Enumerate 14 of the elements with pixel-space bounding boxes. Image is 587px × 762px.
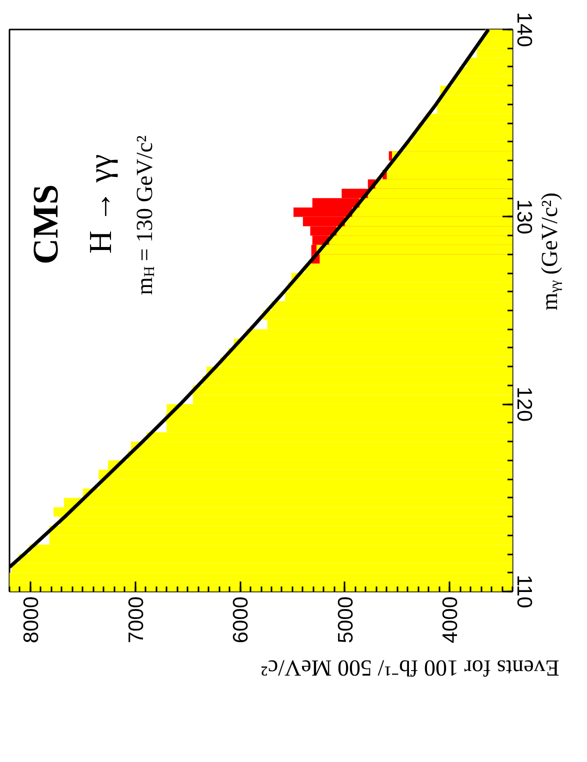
x-axis-title: Events for 100 fb⁻¹/ 500 MeV/c²: [260, 656, 560, 681]
x-tick-label: 6000: [230, 596, 253, 644]
y-tick-label: 140: [512, 12, 536, 48]
y-tick-label: 130: [512, 199, 536, 234]
x-tick-label: 7000: [124, 596, 148, 644]
annotation: mH = 130 GeV/c²: [132, 135, 158, 295]
annotation: CMS: [26, 184, 66, 264]
x-tick-label: 5000: [334, 596, 358, 644]
x-tick-label: 8000: [20, 596, 43, 644]
y-tick-label: 110: [512, 574, 536, 608]
annotation: H → γγ: [82, 154, 118, 254]
y-tick-label: 120: [512, 386, 536, 422]
y-axis-title: mᵧᵧ (GeV/c²): [537, 192, 562, 310]
x-tick-label: 4000: [439, 596, 462, 644]
